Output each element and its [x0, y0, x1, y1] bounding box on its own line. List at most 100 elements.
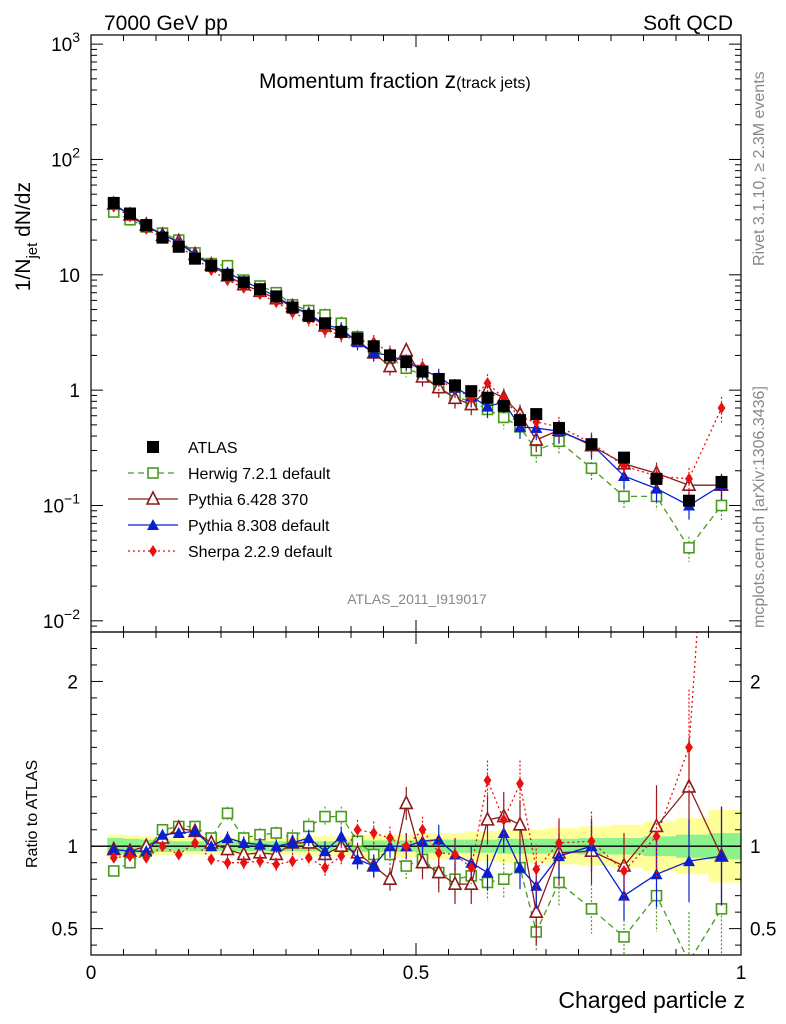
ratio-point	[288, 855, 297, 868]
ratio-point	[353, 823, 362, 836]
data-point	[683, 494, 695, 507]
data-point	[449, 379, 461, 392]
ratio-point	[107, 865, 120, 877]
data-point	[398, 341, 414, 357]
data-point	[254, 283, 266, 296]
data-point	[499, 392, 508, 405]
ratio-point	[205, 840, 218, 852]
rivet-label: Rivet 3.1.10, ≥ 2.3M events	[751, 71, 768, 266]
data-point	[618, 451, 630, 464]
legend-marker	[149, 545, 157, 557]
data-point	[302, 309, 315, 322]
legend-marker	[147, 467, 159, 479]
data-point	[514, 414, 526, 427]
upper-ytick-label-base: 10	[59, 266, 80, 287]
ratio-point	[140, 845, 153, 857]
ratio-point	[618, 931, 630, 943]
legend-label: ATLAS	[188, 440, 238, 457]
upper-ylabel-b: dN/dz	[12, 182, 35, 243]
data-point	[650, 472, 663, 485]
ratio-point	[650, 868, 663, 880]
legend-label: Pythia 8.308 default	[188, 518, 330, 535]
legend-label: Herwig 7.2.1 default	[188, 466, 331, 483]
upper-ytick-label-exp: −1	[64, 490, 80, 506]
data-point	[321, 324, 329, 337]
data-point	[189, 252, 201, 265]
data-point	[156, 231, 169, 244]
ratio-point	[481, 866, 494, 878]
mcplots-label: mcplots.cern.ch [arXiv:1306.3436]	[751, 386, 768, 628]
legend-label: Sherpa 2.2.9 default	[188, 544, 333, 561]
legend-entry: Pythia 6.428 370	[128, 490, 308, 509]
plot-title-symbol: z	[445, 67, 457, 93]
data-point	[467, 392, 476, 405]
upper-ytick-label: 1	[69, 381, 80, 402]
ratio-point	[685, 741, 693, 754]
ratio-point	[337, 850, 346, 863]
ratio-point	[434, 846, 443, 859]
lower-ytick-label: 1	[67, 837, 78, 858]
upper-ytick-label: 10−2	[43, 606, 80, 633]
upper-ytick-label-base: 10	[51, 35, 72, 56]
ratio-point	[402, 840, 411, 853]
legend-marker	[145, 490, 161, 505]
data-point	[497, 399, 510, 412]
ratio-point	[107, 843, 120, 855]
data-point	[497, 411, 510, 424]
ratio-point	[585, 903, 598, 915]
ratio-point	[463, 875, 479, 890]
ratio-point	[467, 861, 476, 874]
legend-marker	[147, 441, 159, 453]
header-right: Soft QCD	[643, 12, 733, 35]
ratio-point	[382, 870, 398, 885]
plot-title-main: Momentum fraction	[259, 70, 445, 93]
lower-frame	[90, 631, 742, 956]
ratio-point	[256, 855, 264, 868]
ratio-point	[302, 831, 315, 843]
ratio-point	[400, 860, 413, 872]
ratio-point	[398, 794, 414, 810]
upper-ytick-label-base: 10	[51, 150, 72, 171]
ratio-point	[335, 810, 348, 823]
ratio-point	[431, 863, 447, 879]
ratio-point	[718, 280, 726, 292]
data-point	[351, 332, 364, 345]
upper-frame	[90, 34, 742, 633]
data-point	[335, 325, 348, 338]
data-point	[319, 317, 331, 330]
legend-marker	[147, 519, 159, 530]
xtick-label: 0	[86, 963, 97, 984]
series-atlas	[107, 196, 728, 507]
upper-ytick-label: 10	[59, 266, 80, 287]
plot-title: Momentum fraction z(track jets)	[259, 67, 531, 93]
upper-ytick-label: 102	[51, 144, 80, 171]
ratio-point	[191, 836, 199, 849]
ratio-point	[319, 845, 331, 857]
lower-ytick-label-right: 1	[750, 837, 761, 858]
ratio-point	[174, 848, 183, 861]
data-point	[481, 400, 494, 412]
ratio-point	[270, 827, 283, 839]
ratio-point	[369, 827, 378, 840]
ratio-point	[158, 840, 167, 853]
upper-ylabel-sub: jet	[24, 242, 41, 260]
ratio-point	[516, 777, 524, 790]
plot-title-sub: (track jets)	[456, 75, 531, 92]
lower-ytick-label-right: 0.5	[750, 920, 776, 941]
data-point	[685, 472, 693, 485]
data-point	[530, 408, 543, 421]
upper-ytick-label: 103	[51, 29, 80, 56]
ratio-point	[451, 848, 459, 861]
ratio-point	[497, 873, 510, 885]
ratio-point	[126, 850, 134, 863]
ratio-point	[367, 860, 380, 872]
ratio-point	[620, 864, 628, 877]
data-point	[483, 377, 492, 390]
data-point	[400, 356, 413, 369]
data-point	[107, 196, 120, 209]
data-point	[553, 421, 565, 434]
x-axis-label: Charged particle z	[558, 987, 745, 1013]
upper-ytick-label-exp: −2	[64, 606, 80, 622]
series-line	[113, 206, 723, 480]
